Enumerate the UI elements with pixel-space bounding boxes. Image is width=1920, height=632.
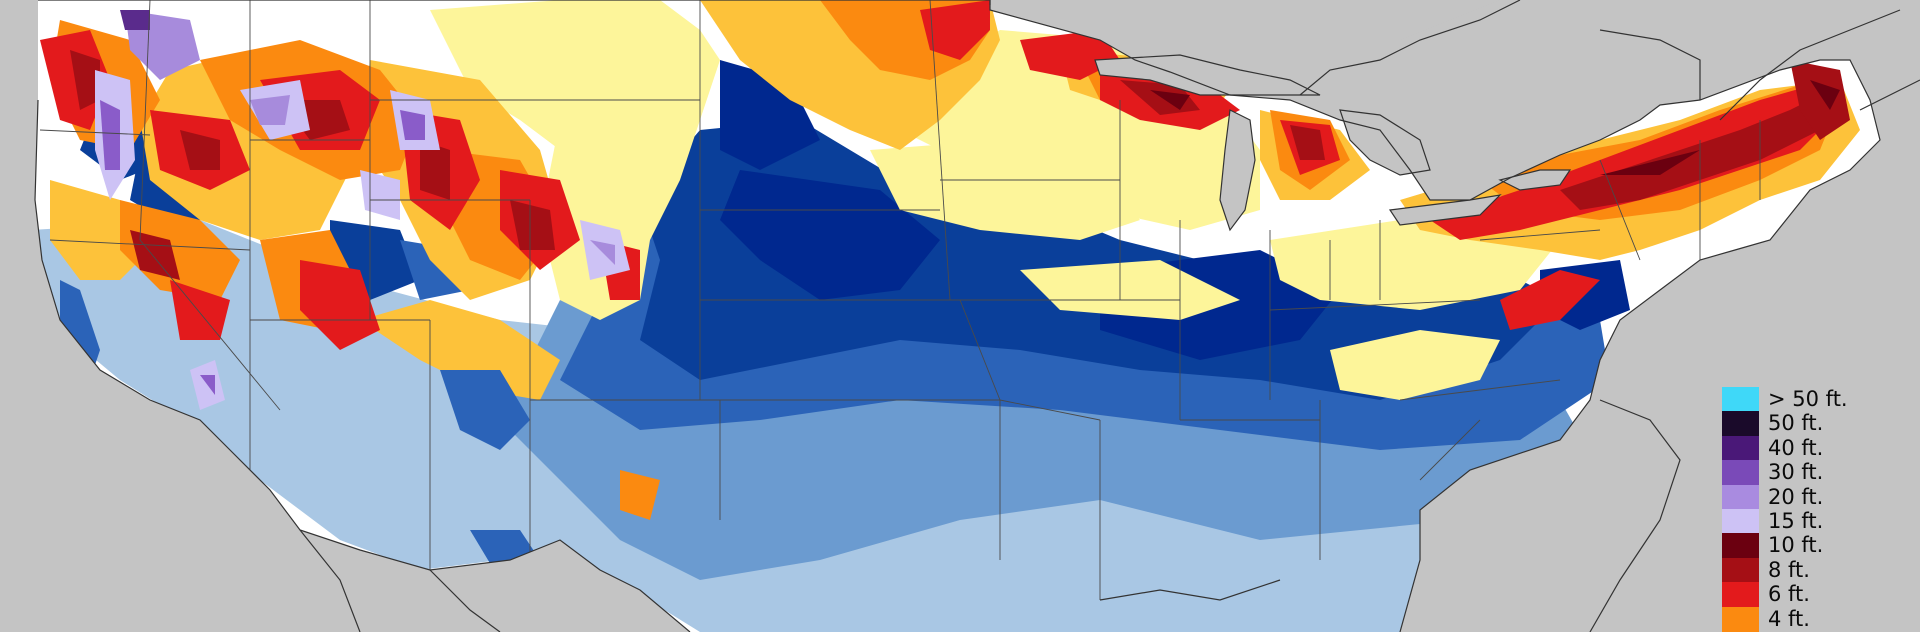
legend-item: 30 ft.: [1722, 460, 1920, 485]
legend-swatch: [1722, 557, 1759, 583]
legend-swatch: [1722, 411, 1759, 436]
legend-label: 6 ft.: [1768, 582, 1810, 607]
legend-label: 40 ft.: [1768, 435, 1824, 460]
legend-swatch: [1722, 484, 1759, 509]
legend-item: 8 ft.: [1722, 557, 1920, 583]
legend-swatch: [1722, 533, 1759, 558]
legend-item: 4 ft.: [1722, 606, 1920, 631]
land-outside-us: [1200, 0, 1920, 632]
lake-huron: [1339, 109, 1431, 176]
legend-item: 6 ft.: [1722, 582, 1920, 607]
national-borders: [34, 0, 1920, 632]
legend-item: 50 ft.: [1722, 411, 1920, 436]
legend-swatch: [1722, 387, 1759, 412]
lake-michigan: [1219, 109, 1256, 232]
legend-item: 40 ft.: [1722, 435, 1920, 461]
great-lakes: [1094, 54, 1572, 232]
legend-label: 8 ft.: [1768, 557, 1810, 582]
legend: > 50 ft. 50 ft. 40 ft. 30 ft. 20 ft. 15 ft. 10…: [1722, 387, 1920, 632]
legend-swatch: [1722, 606, 1759, 631]
legend-swatch: [1722, 582, 1759, 607]
legend-item: 15 ft.: [1722, 509, 1920, 534]
legend-label: 10 ft.: [1768, 533, 1824, 558]
lake-ontario: [1498, 169, 1572, 191]
legend-label: > 50 ft.: [1768, 387, 1848, 411]
legend-swatch: [1722, 460, 1759, 485]
legend-item: 20 ft.: [1722, 484, 1920, 509]
legend-label: 50 ft.: [1768, 411, 1824, 436]
legend-label: 20 ft.: [1768, 484, 1824, 509]
legend-swatch: [1722, 435, 1759, 461]
legend-label: 30 ft.: [1768, 460, 1824, 485]
lake-erie: [1388, 194, 1502, 226]
state-borders: [39, 0, 1761, 600]
legend-label: 15 ft.: [1768, 509, 1824, 533]
legend-swatch: [1722, 509, 1759, 534]
legend-item: 10 ft.: [1722, 533, 1920, 558]
legend-item: > 50 ft.: [1722, 387, 1920, 412]
legend-label: 4 ft.: [1768, 606, 1810, 631]
